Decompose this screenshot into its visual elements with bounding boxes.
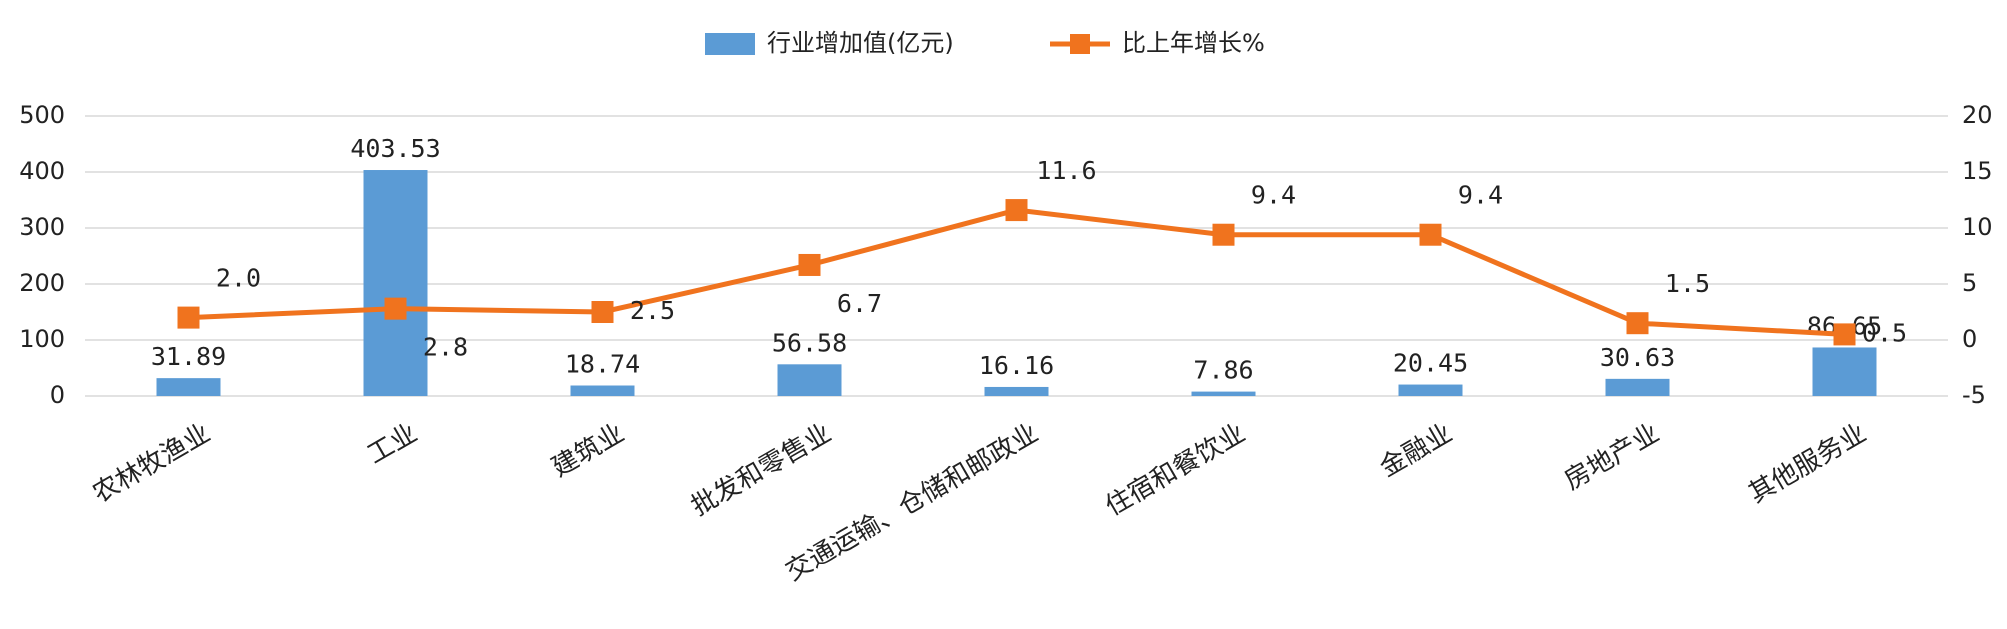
bar [570, 385, 635, 396]
x-tick-label: 建筑业 [547, 418, 630, 483]
line-marker [1005, 199, 1028, 222]
bar [1398, 384, 1463, 396]
bar-value-label: 31.89 [151, 342, 226, 371]
y2-tick-label: 0 [1962, 325, 1977, 353]
bar [156, 378, 221, 396]
y-tick-label: 300 [19, 213, 65, 241]
line-value-label: 9.4 [1251, 181, 1296, 210]
bar [984, 386, 1049, 396]
bar-value-label: 16.16 [979, 351, 1054, 380]
bar-value-label: 30.63 [1600, 343, 1675, 372]
y-tick-label: 0 [50, 381, 65, 409]
x-tick-label: 农林牧渔业 [88, 418, 216, 509]
x-tick-label: 其他服务业 [1744, 418, 1872, 509]
legend-marker [1070, 34, 1090, 54]
bar [777, 364, 842, 396]
bar-value-label: 7.86 [1193, 356, 1253, 385]
x-tick-label: 金融业 [1375, 418, 1458, 483]
line-value-label: 2.5 [630, 296, 675, 325]
y2-tick-label: 20 [1962, 101, 1993, 129]
x-tick-label: 住宿和餐饮业 [1100, 418, 1250, 522]
bar [363, 170, 428, 396]
x-tick-label: 房地产业 [1559, 418, 1664, 496]
y2-tick-label: 15 [1962, 157, 1993, 185]
line-value-label: 6.7 [837, 289, 882, 318]
bar-value-label: 56.58 [772, 328, 847, 357]
bar [1191, 391, 1256, 396]
line-marker [1419, 223, 1442, 246]
line-value-label: 0.5 [1862, 318, 1907, 347]
line-value-label: 2.0 [216, 264, 261, 293]
line-marker [384, 297, 407, 320]
legend-swatch [705, 33, 755, 55]
y-tick-label: 400 [19, 157, 65, 185]
line-marker [1212, 223, 1235, 246]
y-tick-label: 200 [19, 269, 65, 297]
bar-value-label: 18.74 [565, 350, 640, 379]
y2-tick-label: 10 [1962, 213, 1993, 241]
y2-tick-label: -5 [1962, 381, 1986, 409]
line-marker [591, 301, 614, 323]
legend-label: 比上年增长% [1122, 29, 1265, 57]
x-tick-label: 批发和零售业 [686, 418, 836, 522]
x-tick-label: 工业 [362, 418, 422, 470]
y-tick-label: 500 [19, 101, 65, 129]
y2-tick-label: 5 [1962, 269, 1977, 297]
line-value-label: 11.6 [1036, 156, 1096, 185]
y-tick-label: 100 [19, 325, 65, 353]
line-marker [798, 253, 821, 276]
line-value-label: 9.4 [1458, 181, 1503, 210]
bar-value-label: 20.45 [1393, 349, 1468, 378]
line-marker [177, 306, 200, 329]
line-value-label: 1.5 [1665, 269, 1710, 298]
line-value-label: 2.8 [423, 333, 468, 362]
bar-value-label: 403.53 [350, 134, 440, 163]
line-marker [1833, 323, 1856, 346]
bar [1605, 378, 1670, 396]
bar [1812, 347, 1877, 396]
legend-label: 行业增加值(亿元) [767, 29, 954, 57]
line-marker [1626, 312, 1649, 335]
